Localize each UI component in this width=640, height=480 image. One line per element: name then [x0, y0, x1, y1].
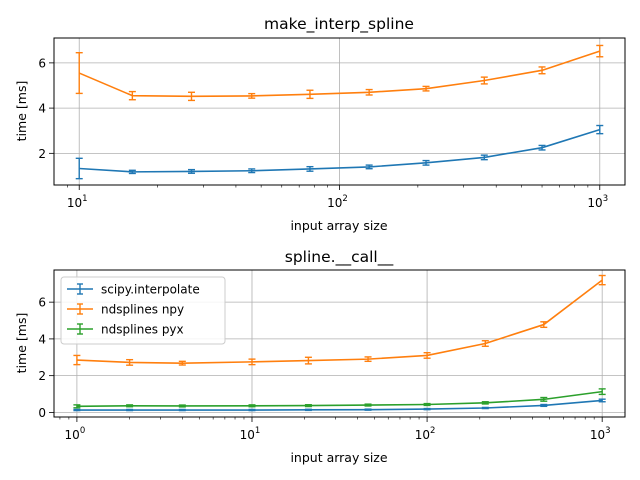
series-line — [78, 50, 601, 98]
legend: scipy.interpolate ndsplines npy ndsplines … — [60, 276, 226, 345]
x-axis-label: input array size — [290, 450, 387, 465]
legend-label: ndsplines npy — [101, 303, 184, 317]
x-tick-label: 103 — [587, 194, 608, 210]
series-layer — [73, 274, 606, 412]
ticks: 101 102 103 2 4 6 — [38, 56, 608, 210]
x-tick-label: 102 — [327, 194, 348, 210]
y-tick-label: 2 — [38, 147, 46, 161]
x-tick-label: 101 — [67, 194, 88, 210]
y-tick-label: 2 — [38, 369, 46, 383]
y-tick-label: 4 — [38, 332, 46, 346]
series-layer — [75, 44, 604, 180]
chart-spline-call: spline.__call__ 100 101 102 103 0 2 4 6 input a… — [14, 248, 626, 465]
chart-title: spline.__call__ — [285, 248, 394, 267]
series-ndsplines-npy — [75, 44, 604, 102]
y-tick-label: 6 — [38, 296, 46, 310]
ticks: 100 101 102 103 0 2 4 6 — [38, 296, 610, 442]
y-tick-label: 0 — [38, 406, 46, 420]
legend-box — [60, 276, 226, 345]
series-scipy-interpolate — [75, 124, 604, 180]
x-tick-label: 102 — [415, 426, 436, 442]
series-ndsplines-pyx — [73, 388, 606, 409]
x-tick-label: 103 — [590, 426, 611, 442]
y-axis-label: time [ms] — [14, 313, 29, 374]
chart-make-interp-spline: make_interp_spline 101 102 103 2 4 6 input ar… — [14, 15, 626, 233]
chart-title: make_interp_spline — [264, 15, 414, 34]
plot-frame — [53, 269, 626, 418]
legend-entry: scipy.interpolate — [67, 283, 200, 297]
series-scipy-interpolate — [73, 398, 606, 412]
series-ndsplines-npy — [73, 274, 606, 366]
legend-entry: ndsplines npy — [67, 303, 184, 317]
series-line — [76, 279, 603, 364]
y-tick-label: 6 — [38, 56, 46, 70]
legend-entry: ndsplines pyx — [67, 323, 184, 337]
series-line — [76, 390, 603, 408]
x-axis-label: input array size — [290, 218, 387, 233]
legend-label: scipy.interpolate — [101, 283, 200, 297]
grid — [54, 38, 625, 185]
y-tick-label: 4 — [38, 102, 46, 116]
x-tick-label: 100 — [65, 426, 86, 442]
x-tick-label: 101 — [240, 426, 261, 442]
legend-label: ndsplines pyx — [101, 323, 184, 337]
series-line — [76, 399, 603, 411]
series-line — [79, 128, 601, 173]
y-axis-label: time [ms] — [14, 81, 29, 142]
